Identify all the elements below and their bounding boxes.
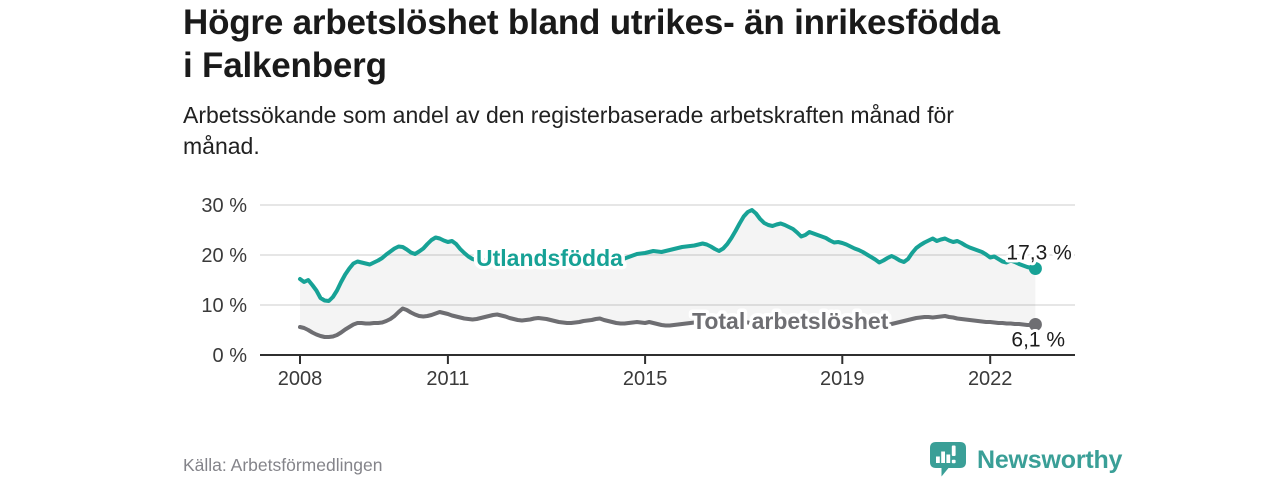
chart-title: Högre arbetslöshet bland utrikes- än inr… xyxy=(183,3,1000,85)
chart-subtitle: Arbetssökande som andel av den registerb… xyxy=(183,102,954,159)
y-tick-label-20: 20 % xyxy=(201,245,247,267)
series-inline-label-total: Total arbetslöshet xyxy=(692,308,889,334)
series-line-utlandsfodda xyxy=(298,208,1038,303)
series-end-dot-utlandsfodda xyxy=(1028,262,1042,275)
brand-wordmark: Newsworthy xyxy=(977,445,1123,474)
x-tick-label-2019: 2019 xyxy=(820,368,865,390)
series-line-total xyxy=(298,306,1038,339)
series-end-value-utlandsfodda: 17,3 % xyxy=(1006,242,1071,265)
y-tick-label-30: 30 % xyxy=(201,195,247,217)
y-tick-label-0: 0 % xyxy=(213,345,248,367)
x-tick-label-2022: 2022 xyxy=(968,368,1013,390)
bar-chart-speech-bubble-icon xyxy=(930,442,966,477)
newsworthy-logo: Newsworthy xyxy=(929,441,1122,479)
x-tick-label-2008: 2008 xyxy=(278,368,323,390)
source-note: Källa: Arbetsförmedlingen xyxy=(183,455,383,475)
series-inline-label-utlandsfodda: Utlandsfödda xyxy=(476,245,623,271)
band-fill-between-series xyxy=(300,210,1036,337)
series-end-dot-total xyxy=(1028,318,1042,331)
series-end-value-total: 6,1 % xyxy=(1011,329,1065,352)
x-tick-label-2015: 2015 xyxy=(623,368,668,390)
y-tick-label-10: 10 % xyxy=(201,295,247,317)
x-tick-label-2011: 2011 xyxy=(426,368,469,390)
